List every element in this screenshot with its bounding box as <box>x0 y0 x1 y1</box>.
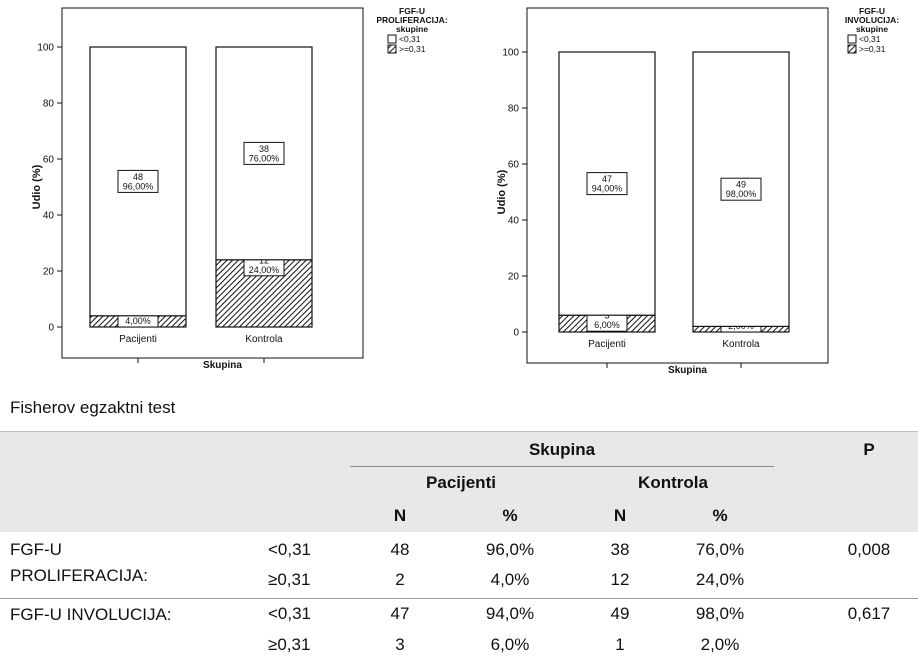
kon-n-cell: 38 <box>610 540 630 559</box>
pac-pct-cell: 6,0% <box>490 635 530 654</box>
group-pacijenti-header: Pacijenti <box>426 473 496 492</box>
pac-n-cell: 47 <box>390 604 410 623</box>
y-tick-label: 0 <box>513 328 519 339</box>
group-kontrola-header: Kontrola <box>638 473 708 492</box>
x-tick-label: Kontrola <box>245 334 283 345</box>
legend-title: PROLIFERACIJA: <box>376 15 447 25</box>
kon-n-header: N <box>613 506 627 525</box>
legend-swatch <box>847 44 857 54</box>
legend-title: FGF-U <box>859 6 885 16</box>
row-separator <box>0 598 918 599</box>
data-label-box <box>243 141 285 165</box>
x-tick-label: Kontrola <box>722 339 760 350</box>
kon-pct-cell: 98,0% <box>695 604 745 623</box>
pac-pct-header: % <box>502 506 518 525</box>
y-tick-label: 100 <box>37 43 54 54</box>
legend-entry: <0,31 <box>859 34 881 44</box>
y-tick-label: 80 <box>43 99 55 110</box>
kon-n-cell: 49 <box>610 604 630 623</box>
legend-entry: <0,31 <box>399 34 421 44</box>
data-label-percent: 6,00% <box>594 320 620 330</box>
variable-involucija: FGF-U INVOLUCIJA: <box>10 605 172 624</box>
pac-n-cell: 3 <box>395 635 405 654</box>
test-caption: Fisherov egzaktni test <box>10 398 176 417</box>
data-label-percent: 4,00% <box>125 316 151 326</box>
cutoff-cell: ≥0,31 <box>268 635 311 654</box>
y-tick-label: 20 <box>43 267 55 278</box>
x-axis-label: Skupina <box>668 365 707 376</box>
legend-swatch <box>387 34 397 44</box>
pac-pct-cell: 94,0% <box>485 604 535 623</box>
table-header-background <box>0 432 918 532</box>
pac-pct-cell: 96,0% <box>485 540 535 559</box>
data-label-count: 38 <box>259 144 269 154</box>
data-label-percent: 96,00% <box>123 181 154 191</box>
data-label-percent: 98,00% <box>726 189 757 199</box>
legend-title: skupine <box>396 24 428 34</box>
legend-title: skupine <box>856 24 888 34</box>
x-tick-label: Pacijenti <box>119 334 157 345</box>
y-tick-label: 100 <box>502 48 519 59</box>
group-header-rule <box>350 466 774 467</box>
y-tick-label: 80 <box>508 104 520 115</box>
y-tick-label: 0 <box>48 323 54 334</box>
data-label-percent: 76,00% <box>249 153 280 163</box>
legend-swatch <box>847 34 857 44</box>
plot-frame <box>526 7 829 364</box>
y-axis-label: Udio (%) <box>31 164 43 209</box>
legend-entry: >=0,31 <box>859 44 886 54</box>
legend-title: INVOLUCIJA: <box>845 15 899 25</box>
pac-n-cell: 48 <box>390 540 410 559</box>
variable-proliferacija: FGF-U PROLIFERACIJA: <box>10 540 148 585</box>
cutoff-cell: <0,31 <box>268 604 312 623</box>
fisher-table: Skupina P Pacijenti Kontrola N % N % FGF… <box>0 431 918 661</box>
y-tick-label: 60 <box>508 160 520 171</box>
p-value-cell: 0,008 <box>847 540 891 559</box>
kon-pct-cell: 2,0% <box>700 635 740 654</box>
kon-pct-header: % <box>712 506 728 525</box>
kon-pct-cell: 24,0% <box>695 570 745 589</box>
pac-n-header: N <box>393 506 407 525</box>
y-tick-label: 60 <box>43 155 55 166</box>
pac-pct-cell: 4,0% <box>490 570 530 589</box>
cutoff-cell: ≥0,31 <box>268 570 311 589</box>
p-header: P <box>863 440 875 459</box>
kon-n-cell: 1 <box>615 635 625 654</box>
legend-swatch <box>387 44 397 54</box>
data-label-count: 47 <box>602 174 612 184</box>
y-tick-label: 40 <box>43 211 55 222</box>
data-label-count: 49 <box>736 180 746 190</box>
cutoff-cell: <0,31 <box>268 540 312 559</box>
data-label-box <box>720 177 762 201</box>
data-label-count: 48 <box>133 172 143 182</box>
legend-title: FGF-U <box>399 6 425 16</box>
data-label-box <box>117 169 159 193</box>
pac-n-cell: 2 <box>395 570 405 589</box>
p-value-cell: 0,617 <box>847 604 891 623</box>
kon-pct-cell: 76,0% <box>695 540 745 559</box>
x-axis-label: Skupina <box>203 360 242 371</box>
data-label-box <box>586 172 628 196</box>
y-tick-label: 40 <box>508 216 520 227</box>
data-label-percent: 24,00% <box>249 265 280 275</box>
legend-entry: >=0,31 <box>399 44 426 54</box>
kon-n-cell: 12 <box>610 570 630 589</box>
y-axis-label: Udio (%) <box>496 169 508 214</box>
group-header: Skupina <box>528 440 596 459</box>
data-label-percent: 94,00% <box>592 184 623 194</box>
plot-frame <box>61 7 364 359</box>
y-tick-label: 20 <box>508 272 520 283</box>
x-tick-label: Pacijenti <box>588 339 626 350</box>
